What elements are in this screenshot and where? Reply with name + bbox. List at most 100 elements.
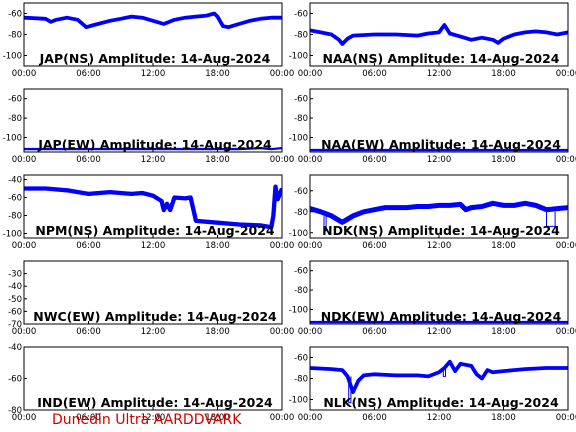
y-tick-label: -30: [8, 270, 22, 280]
x-tick-label: 12:00: [141, 69, 166, 79]
y-tick-label: -50: [8, 295, 22, 305]
panel-title: NLK(NS) Amplitude: 14-Aug-2024: [323, 395, 559, 410]
x-tick-label: 06:00: [76, 69, 101, 79]
y-tick-label: -60: [294, 95, 308, 105]
series-line: [310, 24, 568, 45]
y-tick-label: -40: [8, 282, 22, 292]
y-tick-label: -100: [289, 52, 308, 62]
y-tick-label: -60: [8, 375, 22, 385]
y-tick-label: -100: [289, 305, 308, 315]
y-tick-label: -80: [8, 212, 22, 222]
x-tick-label: 06:00: [362, 69, 387, 79]
x-tick-label: 12:00: [141, 413, 166, 423]
x-tick-label: 00:00: [12, 69, 37, 79]
panel-title: NAA(NS) Amplitude: 14-Aug-2024: [323, 51, 560, 66]
y-tick-label: -100: [3, 230, 22, 240]
x-tick-label: 18:00: [205, 69, 230, 79]
series-line: [24, 147, 282, 150]
panel-title: NDK(EW) Amplitude: 14-Aug-2024: [321, 309, 562, 324]
chart-panel: 00:00 06:00 12:00 18:00 00:00 -60 -80 -100 NDK(N…: [289, 174, 576, 251]
y-tick-label: -60: [8, 307, 22, 317]
x-tick-label: 18:00: [491, 327, 516, 337]
x-tick-label: 12:00: [427, 327, 452, 337]
y-tick-label: -100: [289, 133, 308, 143]
series-line: [546, 211, 556, 227]
y-tick-label: -60: [294, 187, 308, 197]
x-tick-label: 06:00: [362, 155, 387, 165]
x-tick-label: 00:00: [270, 413, 295, 423]
x-tick-label: 12:00: [427, 241, 452, 251]
trace-group: [310, 359, 568, 404]
chart-panel: 00:00 06:00 12:00 18:00 00:00 -60 -80 -100 JAP(N…: [3, 2, 295, 79]
trace-group: [24, 11, 282, 30]
y-tick-label: -80: [294, 208, 308, 218]
x-tick-label: 18:00: [491, 69, 516, 79]
chart-panel: 00:00 06:00 12:00 18:00 00:00 -60 -80 -100 NDK(E…: [289, 260, 576, 337]
x-tick-label: 00:00: [556, 69, 576, 79]
series-line: [348, 376, 352, 404]
trace-group: [310, 200, 568, 232]
y-tick-label: -70: [8, 320, 22, 330]
panel-title: NPM(NS) Amplitude: 14-Aug-2024: [35, 223, 275, 238]
x-tick-label: 12:00: [427, 69, 452, 79]
x-tick-label: 00:00: [12, 241, 37, 251]
x-tick-label: 00:00: [298, 69, 323, 79]
series-line: [310, 360, 568, 394]
x-tick-label: 00:00: [298, 241, 323, 251]
series-line: [442, 368, 446, 377]
series-line: [310, 202, 568, 223]
x-tick-label: 00:00: [298, 155, 323, 165]
y-tick-label: -60: [294, 267, 308, 277]
x-tick-label: 06:00: [76, 155, 101, 165]
y-tick-label: -100: [3, 133, 22, 143]
panel-title: NWC(EW) Amplitude: 14-Aug-2024: [33, 309, 277, 324]
trace-group: [24, 184, 282, 230]
x-tick-label: 00:00: [270, 241, 295, 251]
series-line: [323, 215, 327, 232]
x-tick-label: 06:00: [362, 327, 387, 337]
y-tick-label: -100: [289, 229, 308, 239]
x-tick-label: 18:00: [205, 155, 230, 165]
y-tick-label: -60: [294, 10, 308, 20]
x-tick-label: 06:00: [76, 327, 101, 337]
panel-title: NDK(NS) Amplitude: 14-Aug-2024: [322, 223, 560, 238]
y-tick-label: -60: [8, 194, 22, 204]
y-tick-label: -80: [8, 406, 22, 416]
chart-panel: 00:00 06:00 12:00 18:00 00:00 -60 -80 -100 NAA(E…: [289, 88, 576, 165]
panel-title: NAA(EW) Amplitude: 14-Aug-2024: [321, 137, 561, 152]
chart-panel: 00:00 06:00 12:00 18:00 00:00 -30 -40 -50 -60 -70…: [8, 260, 294, 337]
x-tick-label: 12:00: [427, 155, 452, 165]
y-tick-label: -80: [8, 31, 22, 41]
y-tick-label: -80: [294, 114, 308, 124]
x-tick-label: 06:00: [76, 241, 101, 251]
series-line: [24, 186, 282, 228]
x-tick-label: 18:00: [491, 413, 516, 423]
x-tick-label: 00:00: [270, 69, 295, 79]
x-tick-label: 00:00: [556, 327, 576, 337]
y-tick-label: -60: [8, 10, 22, 20]
x-tick-label: 00:00: [270, 155, 295, 165]
x-tick-label: 12:00: [141, 241, 166, 251]
x-tick-label: 18:00: [491, 241, 516, 251]
x-tick-label: 00:00: [12, 155, 37, 165]
panel-title: IND(EW) Amplitude: 14-Aug-2024: [37, 395, 273, 410]
y-tick-label: -80: [294, 286, 308, 296]
x-tick-label: 18:00: [205, 413, 230, 423]
x-tick-label: 06:00: [362, 241, 387, 251]
panel-title: JAP(NS) Amplitude: 14-Aug-2024: [39, 51, 271, 66]
y-tick-label: -80: [8, 114, 22, 124]
y-tick-label: -80: [294, 31, 308, 41]
chart-panel: 00:00 06:00 12:00 18:00 00:00 -60 -80 -100 NAA(N…: [289, 2, 576, 79]
y-tick-label: -60: [8, 95, 22, 105]
footer-caption: Dunedin Ultra AARDDVARK: [52, 412, 242, 428]
x-tick-label: 12:00: [141, 155, 166, 165]
chart-panel: 00:00 06:00 12:00 18:00 00:00 -40 -60 -80 -100 NP…: [3, 174, 295, 251]
x-tick-label: 00:00: [556, 241, 576, 251]
panel-title: JAP(EW) Amplitude: 14-Aug-2024: [37, 137, 272, 152]
x-tick-label: 00:00: [298, 413, 323, 423]
x-tick-label: 06:00: [362, 413, 387, 423]
panels: 00:00 06:00 12:00 18:00 00:00 -60 -80 -100 JAP(N…: [3, 2, 576, 423]
x-tick-label: 00:00: [12, 413, 37, 423]
y-tick-label: -100: [289, 396, 308, 406]
x-tick-label: 18:00: [205, 241, 230, 251]
